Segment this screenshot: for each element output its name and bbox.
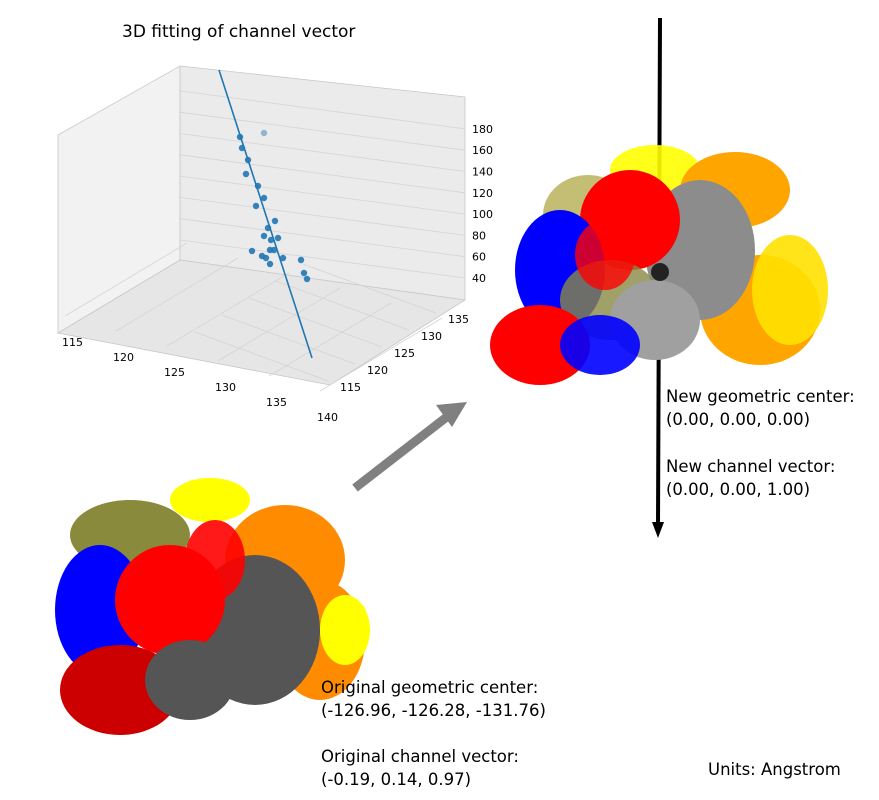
arrow-transform bbox=[352, 402, 467, 492]
data-points bbox=[236, 129, 311, 283]
data-point bbox=[264, 224, 272, 232]
y-gridline bbox=[248, 297, 383, 348]
x-gridline bbox=[166, 272, 290, 347]
data-point bbox=[244, 156, 252, 164]
x-tick-label: 115 bbox=[62, 336, 83, 349]
new-vector-annotation: New channel vector: (0.00, 0.00, 1.00) bbox=[666, 455, 835, 501]
new-vector-title: New channel vector: bbox=[666, 457, 836, 476]
x-tick-label: 140 bbox=[317, 411, 338, 424]
z-tick-label: 140 bbox=[472, 166, 493, 179]
z-tick-label: 60 bbox=[472, 251, 486, 264]
data-point bbox=[274, 234, 282, 242]
data-point bbox=[270, 246, 278, 254]
protein-original bbox=[55, 478, 370, 735]
z-tick-label: 160 bbox=[472, 144, 493, 157]
protein-aligned bbox=[490, 145, 828, 385]
data-point bbox=[238, 144, 246, 152]
z-tick-label: 120 bbox=[472, 187, 493, 200]
y-tick-label: 120 bbox=[367, 364, 388, 377]
z-gridline bbox=[179, 154, 466, 194]
x-gridline bbox=[115, 257, 239, 332]
data-point bbox=[262, 254, 270, 262]
y-tick-label: 135 bbox=[448, 313, 469, 326]
y-tick-label: 115 bbox=[340, 381, 361, 394]
x-tick-label: 125 bbox=[164, 366, 185, 379]
data-point bbox=[260, 194, 268, 202]
pane-floor bbox=[56, 259, 467, 386]
data-point bbox=[279, 254, 287, 262]
y-tick-label: 130 bbox=[421, 330, 442, 343]
data-point bbox=[248, 247, 256, 255]
original-center-annotation: Original geometric center: (-126.96, -12… bbox=[321, 676, 546, 722]
data-point bbox=[266, 260, 274, 268]
data-point bbox=[300, 269, 308, 277]
grid-lines bbox=[64, 90, 466, 392]
z-tick-label: 100 bbox=[472, 208, 493, 221]
x-gridline bbox=[319, 317, 443, 392]
fit-line bbox=[218, 69, 313, 359]
new-center-title: New geometric center: bbox=[666, 387, 855, 406]
x-gridline bbox=[64, 242, 188, 317]
data-point bbox=[242, 170, 250, 178]
data-point bbox=[236, 133, 244, 141]
data-point bbox=[260, 129, 268, 137]
z-tick-label: 40 bbox=[472, 272, 486, 285]
x-gridline bbox=[217, 287, 341, 362]
y-tick-label: 125 bbox=[394, 347, 415, 360]
data-point bbox=[303, 275, 311, 283]
z-gridline bbox=[179, 218, 466, 258]
units-label: Units: Angstrom bbox=[708, 760, 841, 779]
x-gridline bbox=[268, 302, 392, 377]
data-point bbox=[267, 236, 275, 244]
y-gridline bbox=[221, 314, 356, 365]
tick-labels: 40 60 80 100 120 140 160 180 115 120 125 130 135 140 1… bbox=[62, 123, 493, 424]
z-gridline bbox=[179, 111, 466, 151]
data-point bbox=[297, 256, 305, 264]
chart-title: 3D fitting of channel vector bbox=[122, 22, 356, 42]
new-center-value: (0.00, 0.00, 0.00) bbox=[666, 410, 811, 429]
z-gridline bbox=[179, 197, 466, 236]
new-center-annotation: New geometric center: (0.00, 0.00, 0.00) bbox=[666, 385, 855, 431]
z-tick-label: 180 bbox=[472, 123, 493, 136]
z-gridline bbox=[179, 239, 466, 279]
z-gridline bbox=[179, 175, 466, 215]
y-gridline bbox=[302, 263, 437, 314]
x-tick-label: 130 bbox=[215, 381, 236, 394]
x-tick-label: 120 bbox=[113, 351, 134, 364]
x-tick-label: 135 bbox=[266, 396, 287, 409]
data-point bbox=[254, 182, 262, 190]
data-point bbox=[260, 232, 268, 240]
original-vector-title: Original channel vector: bbox=[321, 747, 519, 766]
new-vector-value: (0.00, 0.00, 1.00) bbox=[666, 480, 811, 499]
z-gridline bbox=[179, 133, 466, 172]
original-center-value: (-126.96, -126.28, -131.76) bbox=[321, 701, 546, 720]
y-gridline bbox=[194, 331, 329, 382]
y-gridline bbox=[275, 280, 410, 331]
z-tick-label: 80 bbox=[472, 229, 486, 242]
original-center-title: Original geometric center: bbox=[321, 678, 539, 697]
data-point bbox=[271, 217, 279, 225]
original-vector-annotation: Original channel vector: (-0.19, 0.14, 0… bbox=[321, 745, 519, 791]
original-vector-value: (-0.19, 0.14, 0.97) bbox=[321, 770, 472, 789]
data-point bbox=[252, 202, 260, 210]
pane-back-right bbox=[179, 65, 466, 301]
